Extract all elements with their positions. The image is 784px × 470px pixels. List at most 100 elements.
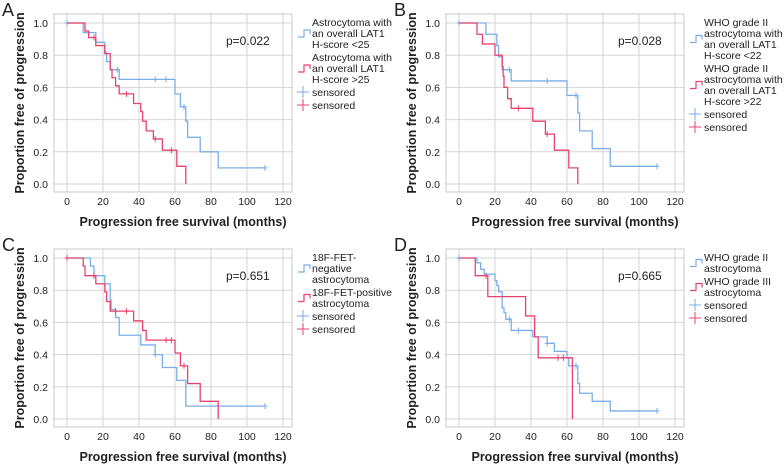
- legend-censor-label: sensored: [312, 311, 355, 323]
- y-tick-label: 0.6: [425, 317, 440, 329]
- censor-mark: [91, 34, 97, 41]
- censor-mark: [483, 272, 489, 279]
- legend-swatch-2: [298, 64, 311, 73]
- x-tick-label: 40: [133, 431, 145, 443]
- x-tick-label: 100: [630, 196, 648, 208]
- x-tick-label: 20: [489, 431, 501, 443]
- y-axis-title: Proportion free of progression: [405, 247, 419, 428]
- x-tick-label: 80: [205, 431, 217, 443]
- legend-swatch-2: [298, 293, 311, 303]
- survival-curve-2: [459, 22, 579, 184]
- legend-censor-label: sensored: [704, 300, 747, 312]
- legend-swatch-1: [298, 264, 311, 273]
- censor-mark: [181, 362, 187, 369]
- censor-mark: [91, 272, 97, 279]
- y-tick-label: 0.2: [425, 147, 440, 159]
- legend-label-2: WHO grade III: [704, 276, 771, 288]
- x-tick-label: 100: [630, 431, 648, 443]
- legend-label-1: astrocytoma: [704, 263, 761, 275]
- x-tick-label: 40: [525, 431, 537, 443]
- legend-label-2: 18F-FET-positive: [312, 287, 392, 299]
- legend-label-1: an overall LAT1: [704, 39, 777, 51]
- legend-label-2: an overall LAT1: [704, 85, 777, 97]
- censor-mark: [123, 90, 129, 97]
- legend-swatch-1: [690, 34, 703, 44]
- censor-mark: [560, 354, 566, 361]
- censor-mark: [181, 103, 187, 110]
- censor-mark: [152, 351, 158, 358]
- censor-mark: [544, 131, 550, 138]
- censor-mark: [506, 66, 512, 73]
- km-panel-C: C 0 20 40 60 80 100 120 0.0 0.2 0.4 0.6 0.8 1.0 Progre…: [2, 235, 392, 464]
- y-tick-label: 0.8: [33, 285, 48, 297]
- survival-curve-1: [459, 22, 657, 167]
- legend-label-1: H-score <25: [312, 39, 370, 51]
- x-tick-label: 120: [666, 431, 684, 443]
- censor-mark: [573, 92, 579, 99]
- censor-mark: [262, 164, 268, 171]
- x-tick-label: 120: [666, 196, 684, 208]
- censor-mark: [152, 135, 158, 142]
- y-tick-label: 0.0: [425, 179, 440, 191]
- x-tick-label: 60: [169, 431, 181, 443]
- plot-frame: [53, 13, 293, 193]
- x-tick-label: 60: [561, 431, 573, 443]
- y-tick-label: 1.0: [33, 253, 48, 265]
- survival-curve-2: [459, 257, 574, 419]
- censor-mark: [262, 403, 268, 410]
- y-tick-label: 0.2: [33, 147, 48, 159]
- censor-mark: [152, 76, 158, 83]
- x-tick-label: 0: [64, 431, 70, 443]
- x-axis-title: Progression free survival (months): [79, 215, 286, 229]
- p-value: p=0.028: [618, 34, 662, 48]
- p-value: p=0.665: [618, 269, 662, 283]
- p-value: p=0.022: [226, 34, 270, 48]
- y-tick-label: 0.0: [33, 179, 48, 191]
- censor-mark: [123, 308, 129, 315]
- x-tick-label: 40: [133, 196, 145, 208]
- legend-label-2: H-score >25: [312, 74, 370, 86]
- y-tick-label: 0.8: [425, 285, 440, 297]
- censor-mark: [515, 327, 521, 334]
- survival-curve-1: [67, 22, 265, 169]
- legend-label-2: H-score >22: [704, 96, 762, 108]
- panel-letter: B: [394, 0, 406, 20]
- censor-mark: [113, 308, 119, 315]
- plot-frame: [445, 248, 685, 428]
- legend-censor-icon: [297, 310, 309, 322]
- x-tick-label: 0: [456, 196, 462, 208]
- censor-mark: [114, 66, 120, 73]
- y-tick-label: 0.4: [33, 350, 48, 362]
- legend-label-1: an overall LAT1: [312, 28, 385, 40]
- legend-censor-icon: [689, 299, 701, 311]
- legend-censor-label: sensored: [312, 87, 355, 99]
- censor-mark: [515, 105, 521, 112]
- y-tick-label: 0.0: [425, 414, 440, 426]
- legend-label-2: astrocytoma: [704, 287, 761, 299]
- legend-censor-icon: [297, 86, 309, 98]
- legend-censor-icon: [689, 108, 701, 120]
- censor-mark: [555, 354, 561, 361]
- legend-label-1: Astrocytoma with: [312, 17, 392, 29]
- x-axis-title: Progression free survival (months): [471, 450, 678, 464]
- censor-mark: [544, 77, 550, 84]
- legend-label-1: 18F-FET-: [312, 252, 357, 264]
- y-tick-label: 0.4: [425, 350, 440, 362]
- panel-letter: D: [394, 235, 407, 255]
- censor-mark: [163, 337, 169, 344]
- censor-mark: [163, 76, 169, 83]
- x-tick-label: 60: [561, 196, 573, 208]
- x-tick-label: 0: [456, 431, 462, 443]
- legend-censor-icon: [297, 99, 309, 111]
- x-tick-label: 40: [525, 196, 537, 208]
- p-value: p=0.651: [226, 269, 270, 283]
- legend-swatch-2: [690, 80, 703, 90]
- x-axis-title: Progression free survival (months): [79, 450, 286, 464]
- y-tick-label: 0.8: [425, 50, 440, 62]
- censor-mark: [544, 340, 550, 347]
- plot-frame: [53, 248, 293, 428]
- censor-mark: [573, 362, 579, 369]
- legend-label-1: astrocytoma with: [704, 28, 783, 40]
- legend-label-1: H-score <22: [704, 50, 762, 62]
- x-tick-label: 20: [489, 196, 501, 208]
